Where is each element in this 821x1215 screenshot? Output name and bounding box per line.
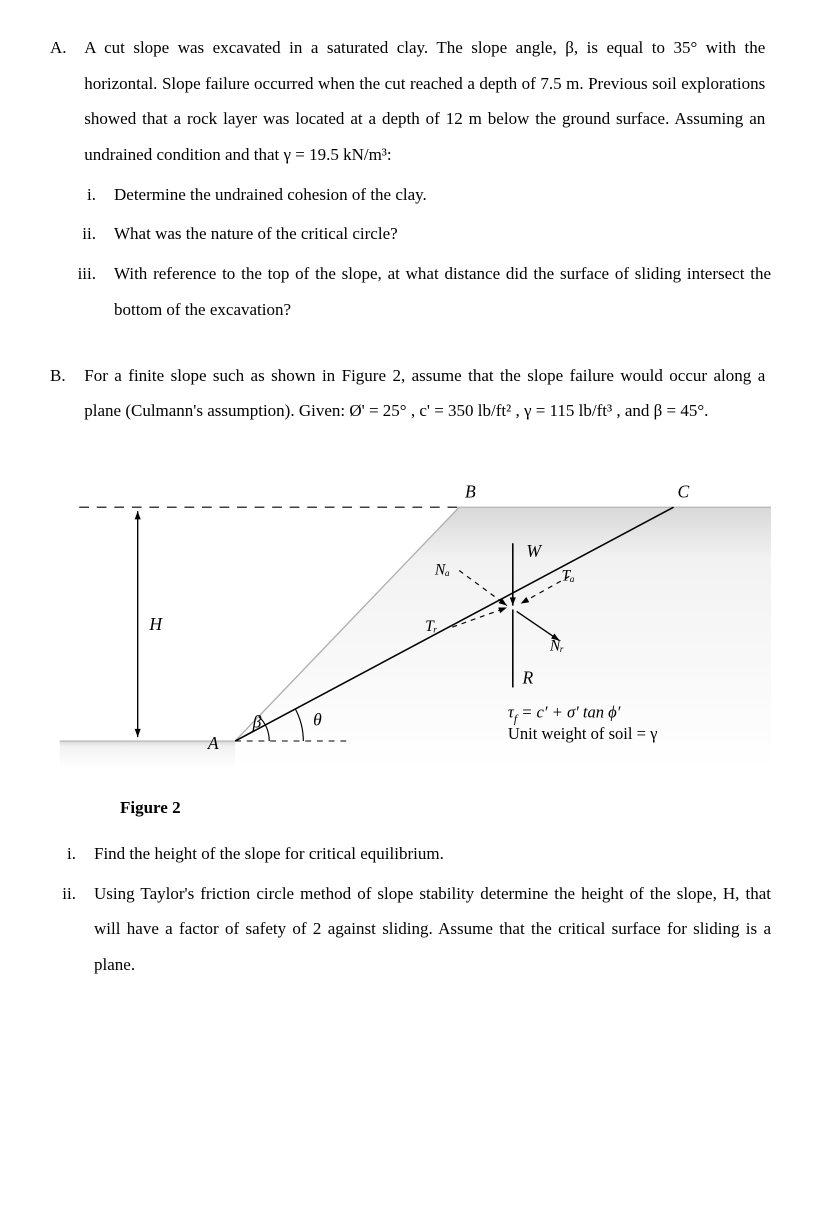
svg-text:Tₐ: Tₐ — [562, 567, 575, 584]
section-b-label: B. — [50, 358, 80, 394]
list-item: ii. Using Taylor's friction circle metho… — [30, 876, 771, 983]
section-a: A. A cut slope was excavated in a satura… — [50, 30, 771, 328]
item-text: Determine the undrained cohesion of the … — [114, 177, 771, 213]
svg-text:H: H — [148, 614, 163, 634]
figure-2: HABCWRβθNₐTₐTᵣNᵣτf = c′ + σ′ tan ϕ′Unit … — [50, 439, 771, 818]
svg-text:R: R — [522, 667, 534, 687]
item-text: What was the nature of the critical circ… — [114, 216, 771, 252]
section-a-items: i. Determine the undrained cohesion of t… — [50, 177, 771, 328]
svg-text:β: β — [252, 711, 262, 731]
list-item: ii. What was the nature of the critical … — [50, 216, 771, 252]
svg-text:W: W — [526, 541, 542, 561]
figure-2-caption: Figure 2 — [120, 798, 771, 818]
svg-text:B: B — [465, 481, 476, 501]
svg-text:Nᵣ: Nᵣ — [549, 637, 564, 654]
section-b-items: i. Find the height of the slope for crit… — [50, 836, 771, 983]
svg-text:θ: θ — [313, 709, 322, 729]
svg-text:C: C — [677, 481, 689, 501]
svg-text:Unit weight of soil = γ: Unit weight of soil = γ — [508, 724, 657, 743]
section-b-text: For a finite slope such as shown in Figu… — [84, 358, 765, 429]
item-label: iii. — [50, 256, 114, 327]
section-b: B. For a finite slope such as shown in F… — [50, 358, 771, 983]
item-label: i. — [30, 836, 94, 872]
svg-text:Tᵣ: Tᵣ — [425, 618, 438, 635]
section-a-label: A. — [50, 30, 80, 66]
item-label: ii. — [50, 216, 114, 252]
item-label: ii. — [30, 876, 94, 983]
list-item: iii. With reference to the top of the sl… — [50, 256, 771, 327]
list-item: i. Determine the undrained cohesion of t… — [50, 177, 771, 213]
section-a-text: A cut slope was excavated in a saturated… — [84, 30, 765, 173]
item-text: Using Taylor's friction circle method of… — [94, 876, 771, 983]
item-text: Find the height of the slope for critica… — [94, 836, 771, 872]
item-label: i. — [50, 177, 114, 213]
svg-text:Nₐ: Nₐ — [434, 561, 450, 578]
item-text: With reference to the top of the slope, … — [114, 256, 771, 327]
svg-text:A: A — [207, 733, 219, 753]
figure-2-svg: HABCWRβθNₐTₐTᵣNᵣτf = c′ + σ′ tan ϕ′Unit … — [50, 439, 771, 790]
list-item: i. Find the height of the slope for crit… — [30, 836, 771, 872]
